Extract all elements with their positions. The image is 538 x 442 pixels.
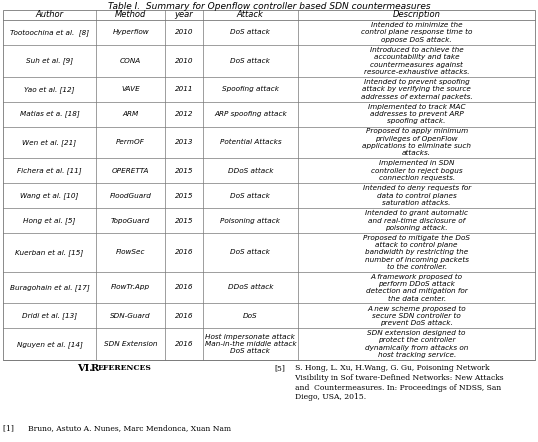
Text: 2010: 2010 [175,30,193,35]
Text: Poisoning attack: Poisoning attack [221,217,280,224]
Text: EFERENCES: EFERENCES [98,364,152,372]
Text: Attack: Attack [237,11,264,19]
Text: Implemented in SDN
controller to reject bogus
connection requests.: Implemented in SDN controller to reject … [371,160,463,181]
Text: 2012: 2012 [175,111,193,117]
Text: A new scheme proposed to
secure SDN controller to
prevent DoS attack.: A new scheme proposed to secure SDN cont… [367,305,466,326]
Text: FloodGuard: FloodGuard [110,193,152,198]
Text: FlowSec: FlowSec [116,249,145,255]
Text: DDoS attack: DDoS attack [228,168,273,174]
Text: SDN Extension: SDN Extension [104,341,158,347]
Text: Table I.  Summary for Openflow controller based SDN countermeasures: Table I. Summary for Openflow controller… [108,2,430,11]
Text: Suh et al. [9]: Suh et al. [9] [26,57,73,64]
Text: Author: Author [36,11,63,19]
Text: Dridi et al. [13]: Dridi et al. [13] [22,312,77,319]
Text: DoS attack: DoS attack [230,30,270,35]
Text: VAVE: VAVE [121,86,140,92]
Text: OPERETTA: OPERETTA [112,168,150,174]
Text: [1]      Bruno, Astuto A. Nunes, Marc Mendonca, Xuan Nam: [1] Bruno, Astuto A. Nunes, Marc Mendonc… [3,424,231,432]
Text: Buragohain et al. [17]: Buragohain et al. [17] [10,284,89,291]
Text: CONA: CONA [120,58,141,64]
Text: 2016: 2016 [175,341,193,347]
Text: DDoS attack: DDoS attack [228,285,273,290]
Text: Intended to prevent spoofing
attack by verifying the source
addresses of externa: Intended to prevent spoofing attack by v… [361,79,472,99]
Text: Yao et al. [12]: Yao et al. [12] [24,86,75,92]
Text: Wen et al. [21]: Wen et al. [21] [23,139,76,146]
Text: Potential Attacks: Potential Attacks [220,139,281,145]
Text: Proposed to apply minimum
privileges of OpenFlow
applications to eliminate such
: Proposed to apply minimum privileges of … [362,128,471,156]
Text: [5]: [5] [274,364,285,372]
Text: Spoofing attack: Spoofing attack [222,86,279,92]
Text: SDN-Guard: SDN-Guard [110,313,151,319]
Text: DoS attack: DoS attack [230,58,270,64]
Text: Hong et al. [5]: Hong et al. [5] [23,217,76,224]
Text: DoS attack: DoS attack [230,249,270,255]
Text: DoS: DoS [243,313,258,319]
Text: Proposed to mitigate the DoS
attack to control plane
bandwidth by restricting th: Proposed to mitigate the DoS attack to c… [363,235,470,270]
Bar [3,10,535,360]
Text: Hyperflow: Hyperflow [112,30,149,35]
Text: 2010: 2010 [175,58,193,64]
Text: VI.: VI. [77,364,93,373]
Text: 2016: 2016 [175,249,193,255]
Text: Implemented to track MAC
addresses to prevent ARP
spoofing attack.: Implemented to track MAC addresses to pr… [368,103,465,125]
Text: 2015: 2015 [175,217,193,224]
Text: Intended to minimize the
control plane response time to
oppose DoS attack.: Intended to minimize the control plane r… [361,22,472,43]
Text: 2013: 2013 [175,139,193,145]
Text: 2016: 2016 [175,285,193,290]
Text: SDN extension designed to
protect the controller
dynamically from attacks on
hos: SDN extension designed to protect the co… [365,330,468,358]
Text: Introduced to achieve the
accountability and take
countermeasures against
resour: Introduced to achieve the accountability… [364,47,469,75]
Text: 2015: 2015 [175,193,193,198]
Text: Intended to grant automatic
and real-time disclosure of
poisoning attack.: Intended to grant automatic and real-tim… [365,210,468,231]
Text: Wang et al. [10]: Wang et al. [10] [20,192,79,199]
Text: Description: Description [393,11,441,19]
Text: 2011: 2011 [175,86,193,92]
Text: S. Hong, L. Xu, H.Wang, G. Gu, Poisoning Network
   Visibility in Sof tware-Defi: S. Hong, L. Xu, H.Wang, G. Gu, Poisoning… [288,364,504,401]
Text: 2015: 2015 [175,168,193,174]
Text: Tootoochina et al.  [8]: Tootoochina et al. [8] [10,29,89,36]
Text: year: year [174,11,193,19]
Text: Intended to deny requests for
data to control planes
saturation attacks.: Intended to deny requests for data to co… [363,185,471,206]
Text: A framework proposed to
perform DDoS attack
detection and mitigation for
the dat: A framework proposed to perform DDoS att… [366,274,468,301]
Text: Kuerban et al. [15]: Kuerban et al. [15] [16,249,84,256]
Text: TopoGuard: TopoGuard [111,217,150,224]
Text: 2016: 2016 [175,313,193,319]
Text: FlowTr.App: FlowTr.App [111,285,150,290]
Text: Nguyen et al. [14]: Nguyen et al. [14] [17,341,82,347]
Text: Host impersonate attack
Man-in-the middle attack
DoS attack: Host impersonate attack Man-in-the middl… [204,334,296,354]
Text: DoS attack: DoS attack [230,193,270,198]
Text: Matias et a. [18]: Matias et a. [18] [20,110,80,118]
Text: Fichera et al. [11]: Fichera et al. [11] [17,167,82,174]
Text: ARM: ARM [123,111,139,117]
Text: ARP spoofing attack: ARP spoofing attack [214,111,287,117]
Text: PermOF: PermOF [116,139,145,145]
Text: Method: Method [115,11,146,19]
Text: R: R [91,364,99,373]
